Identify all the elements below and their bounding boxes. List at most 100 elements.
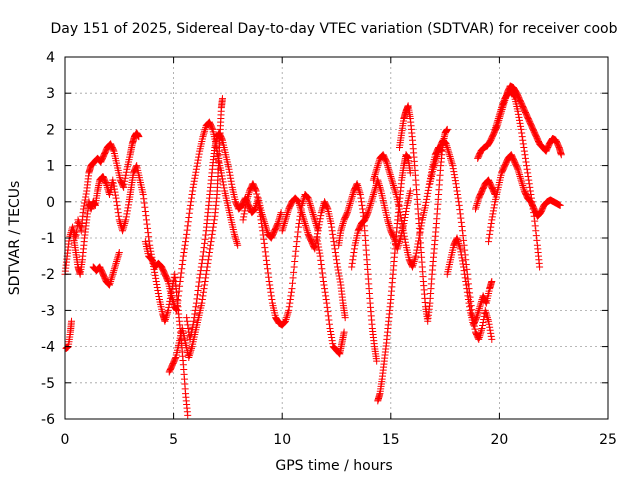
data-point	[385, 221, 393, 229]
chart-title: Day 151 of 2025, Sidereal Day-to-day VTE…	[51, 21, 618, 37]
data-point	[294, 228, 302, 236]
data-point	[324, 308, 332, 316]
data-point	[115, 250, 123, 258]
data-point	[314, 227, 322, 235]
data-point	[261, 248, 269, 256]
data-point	[292, 242, 300, 250]
data-point	[455, 198, 463, 206]
data-point	[203, 263, 211, 271]
data-point	[185, 353, 193, 361]
data-point	[314, 240, 322, 248]
data-point	[462, 256, 470, 264]
data-point	[464, 296, 472, 304]
data-point	[293, 197, 301, 205]
data-point	[152, 277, 160, 285]
data-point	[383, 160, 391, 168]
data-point	[114, 205, 122, 213]
data-point	[313, 234, 321, 242]
data-point	[147, 255, 155, 263]
data-point	[474, 308, 482, 316]
data-point	[266, 285, 274, 293]
data-point	[277, 210, 285, 218]
data-point	[284, 308, 292, 316]
data-point	[264, 269, 272, 277]
data-point	[369, 191, 377, 199]
data-point	[180, 248, 188, 256]
data-point	[443, 142, 451, 150]
data-point	[413, 243, 421, 251]
data-point	[105, 280, 113, 288]
data-point	[265, 273, 273, 281]
data-point	[168, 294, 176, 302]
data-point	[266, 281, 274, 289]
data-point	[463, 288, 471, 296]
data-point	[256, 212, 264, 220]
data-point	[294, 198, 302, 206]
data-point	[462, 281, 470, 289]
data-point	[371, 172, 379, 180]
data-point	[281, 317, 289, 325]
data-point	[376, 183, 384, 191]
y-tick-label: -1	[41, 231, 55, 247]
data-point	[265, 277, 273, 285]
data-point	[519, 182, 527, 190]
data-point	[556, 201, 564, 209]
data-point	[184, 411, 192, 419]
data-point	[250, 206, 258, 214]
data-point	[274, 220, 282, 228]
data-point	[189, 187, 197, 195]
data-point	[464, 292, 472, 300]
data-point	[183, 226, 191, 234]
data-point	[110, 265, 118, 273]
data-point	[301, 220, 309, 228]
data-point	[478, 325, 486, 332]
data-point	[335, 272, 343, 280]
data-point	[323, 299, 331, 307]
data-point	[297, 207, 305, 215]
data-point	[121, 177, 129, 185]
data-point	[344, 205, 352, 213]
data-point	[283, 314, 291, 322]
data-point	[349, 256, 357, 264]
data-point	[391, 185, 399, 193]
data-point	[329, 230, 337, 238]
x-axis-label: GPS time / hours	[275, 458, 392, 474]
data-point	[350, 248, 358, 256]
data-point	[396, 236, 404, 244]
data-point	[193, 159, 201, 167]
data-point	[460, 263, 468, 271]
data-point	[258, 220, 266, 228]
data-point	[356, 191, 364, 199]
data-point	[472, 205, 480, 213]
data-point	[443, 144, 451, 151]
data-point	[183, 314, 191, 322]
y-tick-label: 3	[46, 86, 55, 102]
data-point	[463, 285, 471, 293]
data-point	[241, 207, 249, 215]
data-point	[384, 218, 392, 226]
data-point	[519, 183, 527, 191]
data-point	[495, 111, 503, 119]
data-point	[163, 310, 171, 318]
data-point	[197, 263, 205, 271]
data-point	[274, 218, 282, 226]
y-axis-label: SDTVAR / TECUs	[7, 181, 23, 296]
data-point	[305, 198, 313, 206]
data-point	[190, 314, 198, 322]
data-point	[488, 213, 496, 221]
data-point	[281, 216, 289, 224]
data-point	[399, 223, 407, 231]
data-point	[318, 207, 326, 215]
data-point	[476, 303, 484, 311]
data-point	[340, 218, 348, 226]
data-point	[237, 202, 245, 210]
data-point	[460, 236, 468, 244]
data-point	[357, 198, 365, 206]
data-point	[372, 169, 380, 177]
data-point	[489, 210, 497, 218]
data-point	[433, 153, 441, 161]
data-point	[199, 133, 207, 141]
data-point	[485, 238, 493, 246]
data-point	[375, 158, 383, 166]
data-point	[454, 194, 462, 202]
